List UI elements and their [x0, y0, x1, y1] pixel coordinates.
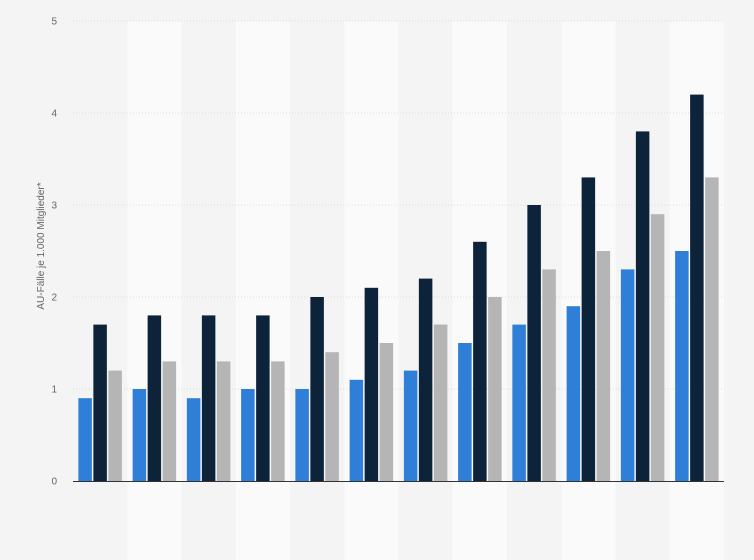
bar-series-1	[458, 343, 472, 481]
bar-series-3	[705, 177, 719, 481]
bar-series-1	[675, 251, 689, 481]
y-tick-label: 5	[51, 17, 57, 28]
y-axis-ticks: 0 1 2 3 4 5	[51, 17, 57, 488]
bar-series-2	[310, 297, 324, 481]
bar-series-1	[566, 306, 581, 481]
bar-series-3	[542, 269, 556, 481]
bar-series-3	[216, 361, 231, 481]
bar-series-1	[349, 379, 364, 481]
category-band-lower	[669, 481, 724, 560]
category-band-lower	[127, 481, 182, 560]
bar-series-1	[78, 398, 92, 481]
y-tick-label: 3	[51, 201, 57, 212]
bar-series-2	[527, 205, 541, 481]
bar-series-3	[433, 324, 448, 481]
bar-series-1	[620, 269, 635, 481]
bar-series-1	[241, 389, 255, 481]
bar-series-3	[379, 343, 394, 481]
y-axis-title: AU-Fälle je 1.000 Mitglieder*	[36, 182, 47, 309]
bar-series-1	[295, 389, 309, 481]
bar-series-2	[635, 131, 650, 481]
bar-series-3	[325, 352, 339, 481]
bar-series-3	[650, 214, 665, 481]
bar-series-1	[512, 324, 526, 481]
bar-series-2	[690, 94, 704, 481]
category-band-lower	[235, 481, 290, 560]
bar-series-3	[596, 251, 611, 481]
bar-series-3	[162, 361, 177, 481]
bar-series-2	[581, 177, 596, 481]
y-tick-label: 1	[51, 385, 57, 396]
category-band-lower	[452, 481, 507, 560]
bar-series-3	[488, 297, 502, 481]
gridlines	[73, 20, 724, 390]
bar-series-3	[271, 361, 285, 481]
bars	[78, 94, 719, 481]
bar-series-2	[93, 324, 107, 481]
category-band-lower	[344, 481, 399, 560]
y-tick-label: 0	[51, 477, 57, 488]
bar-series-2	[201, 315, 216, 481]
bar-series-1	[403, 370, 418, 481]
y-tick-label: 2	[51, 293, 57, 304]
bar-series-3	[108, 370, 122, 481]
bar-series-2	[473, 241, 487, 481]
bar-series-2	[256, 315, 270, 481]
bar-series-2	[418, 278, 433, 481]
bar-series-2	[364, 287, 379, 481]
y-tick-label: 4	[51, 109, 57, 120]
bar-series-1	[132, 389, 147, 481]
category-band-lower	[561, 481, 616, 560]
bar-series-1	[186, 398, 201, 481]
bar-series-2	[147, 315, 162, 481]
